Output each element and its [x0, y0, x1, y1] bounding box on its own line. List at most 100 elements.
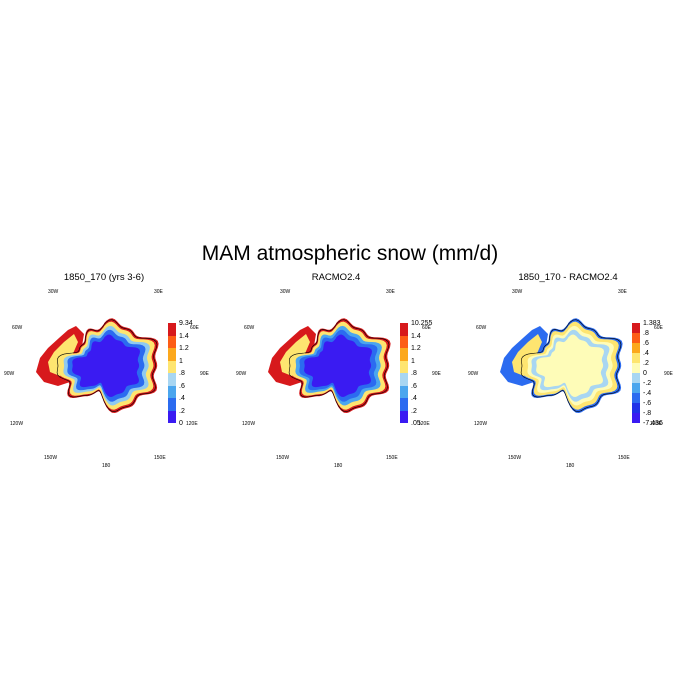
colorbar-tick-label: .4 [411, 395, 417, 402]
colorbar-box [168, 335, 176, 348]
coastline [56, 319, 158, 412]
colorbar-tick-label: 0 [179, 420, 183, 427]
lon-label-e90: 90E [432, 371, 441, 377]
lon-label-s150e: 150E [618, 455, 630, 461]
lon-label-w90: 90W [236, 371, 247, 377]
colorbar-box [168, 373, 176, 386]
panel-racmo: RACMO2.4 10.255 1.4 1.2 1 .8 .6 .4 .2 .05 30W 30E… [236, 270, 466, 469]
colorbar-tick-label: .4 [643, 350, 649, 357]
panel-difference: 1850_170 - RACMO2.4 1.383 .8 .6 .4 .2 0 -.2 -.4… [468, 270, 698, 469]
colorbar-box [400, 373, 408, 386]
colorbar-tick-label: .8 [179, 370, 185, 377]
lon-label-s150w: 150W [276, 455, 290, 461]
colorbar-box [400, 335, 408, 348]
lon-label-s180: 180 [102, 463, 111, 469]
lon-label-n30w: 30W [280, 289, 291, 295]
lon-label-n30w: 30W [48, 289, 59, 295]
colorbar-tick-label: 1.2 [179, 345, 189, 352]
lon-label-w90: 90W [468, 371, 479, 377]
peninsula-inner-snow [48, 334, 78, 376]
panel-title: RACMO2.4 [311, 272, 361, 283]
colorbar-tick-label: .6 [179, 382, 185, 390]
antarctica-map [268, 318, 391, 413]
colorbar-box [632, 383, 640, 393]
lon-label-e60: 60E [190, 325, 199, 331]
lon-label-s150w: 150W [508, 455, 522, 461]
antarctica-map [36, 318, 159, 413]
colorbar-tick-label: 1.4 [411, 332, 421, 340]
colorbar-tick-label: 1.2 [411, 345, 421, 352]
colorbar-tick-label: -.4 [643, 390, 652, 397]
colorbar-box [632, 413, 640, 423]
coastline [288, 319, 390, 412]
colorbar-box [400, 410, 408, 423]
colorbar-tick-label: 1 [411, 357, 415, 365]
lon-label-w60: 60W [476, 325, 487, 331]
antarctica-map [500, 318, 623, 413]
colorbar-box [400, 348, 408, 361]
colorbar-tick-label: .4 [179, 395, 185, 402]
lon-label-w60: 60W [244, 325, 255, 331]
colorbar: 10.255 1.4 1.2 1 .8 .6 .4 .2 .05 [400, 320, 432, 427]
lon-label-w120: 120W [10, 421, 24, 427]
colorbar-box [632, 323, 640, 333]
colorbar-tick-label: 1 [179, 357, 183, 365]
figure-title: MAM atmospheric snow (mm/d) [201, 242, 499, 265]
colorbar-box [168, 323, 176, 336]
colorbar-box [400, 398, 408, 411]
colorbar-tick-label: 9.34 [179, 320, 193, 327]
colorbar-tick-label: .6 [411, 382, 417, 390]
lon-label-e90: 90E [200, 371, 209, 377]
lon-label-s180: 180 [334, 463, 343, 469]
colorbar-tick-label: .8 [411, 370, 417, 377]
interior-snow [72, 334, 140, 397]
colorbar-box [632, 403, 640, 413]
colorbar-box [632, 353, 640, 363]
lon-label-e60: 60E [422, 325, 431, 331]
lon-label-e120: 120E [650, 421, 662, 427]
colorbar-box [168, 398, 176, 411]
colorbar-tick-label: .6 [643, 340, 649, 347]
lon-label-s150e: 150E [386, 455, 398, 461]
lon-label-s150w: 150W [44, 455, 58, 461]
lon-label-e120: 120E [186, 421, 198, 427]
lon-label-n30w: 30W [512, 289, 523, 295]
colorbar-box [632, 373, 640, 383]
colorbar-box [168, 348, 176, 361]
colorbar-tick-label: .2 [179, 407, 185, 415]
colorbar-tick-label: .2 [411, 407, 417, 415]
lon-label-n30e: 30E [386, 289, 395, 295]
interior-snow [536, 334, 604, 397]
colorbar-box [632, 343, 640, 353]
lon-label-w120: 120W [242, 421, 256, 427]
lon-label-e60: 60E [654, 325, 663, 331]
colorbar-tick-label: 1.4 [179, 332, 189, 340]
colorbar-tick-label: -.8 [643, 410, 652, 417]
lon-label-n30e: 30E [618, 289, 627, 295]
lon-label-w60: 60W [12, 325, 23, 331]
interior-snow [304, 334, 372, 397]
lon-label-e120: 120E [418, 421, 430, 427]
colorbar-box [400, 323, 408, 336]
lon-label-w90: 90W [4, 371, 15, 377]
coastline [520, 319, 622, 412]
lon-label-e90: 90E [664, 371, 673, 377]
colorbar-box [400, 360, 408, 373]
colorbar-tick-label: -.6 [643, 400, 652, 407]
colorbar-tick-label: .05 [411, 420, 421, 427]
colorbar-tick-label: 1.383 [643, 320, 661, 327]
peninsula-inner-snow [512, 334, 542, 376]
colorbar-tick-label: -.2 [643, 380, 652, 387]
lon-label-s180: 180 [566, 463, 575, 469]
colorbar-tick-label: -7.436 [643, 420, 663, 427]
lon-label-w120: 120W [474, 421, 488, 427]
colorbar-tick-label: 0 [643, 370, 647, 377]
colorbar-box [168, 410, 176, 423]
panel-model: 1850_170 (yrs 3-6) 9.34 1.4 1.2 1.8.6.4.2 0 … [4, 270, 234, 469]
colorbar-tick-label: .2 [643, 360, 649, 367]
colorbar-box [632, 333, 640, 343]
lon-label-n30e: 30E [154, 289, 163, 295]
colorbar: 1.383 .8 .6 .4 .2 0 -.2 -.4 -.6 -.8 -7.436 [632, 320, 663, 427]
colorbar-tick-label: 10.255 [411, 320, 433, 327]
peninsula-inner-snow [280, 334, 310, 376]
